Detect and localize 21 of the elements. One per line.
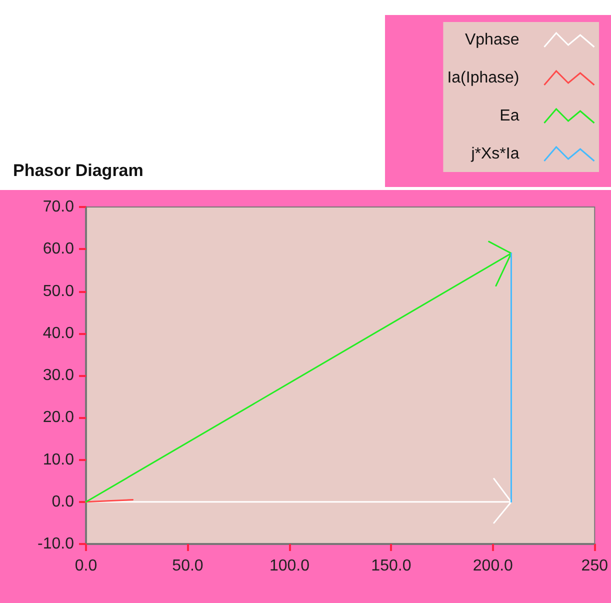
x-tick-label: 200.0 [472,558,514,574]
y-tick-label: 70.0 [42,198,74,216]
x-tick-label: 100.0 [269,558,310,574]
legend-label: Ia(Iphase) [447,70,520,86]
line-series [85,240,512,503]
chart-title: Phasor Diagram [13,161,144,180]
x-tick-label: 50.0 [172,558,204,574]
y-tick-label: 50.0 [42,282,74,300]
x-tick-label: 250 [581,558,608,574]
legend-label: j*Xs*Ia [470,146,520,162]
y-tick-label: 40.0 [42,324,74,342]
y-tick-label: 60.0 [42,240,74,258]
legend-label: Ea [500,108,520,124]
x-tick-label: 150.0 [371,558,412,574]
y-tick-label: -10.0 [38,536,74,552]
y-tick-label: 0.0 [52,493,74,510]
x-tick-label: 0.0 [74,558,98,574]
y-tick-label: 10.0 [42,451,74,468]
legend-label: Vphase [464,32,520,48]
y-tick-label: 20.0 [42,409,74,426]
y-tick-label: 30.0 [42,367,74,384]
